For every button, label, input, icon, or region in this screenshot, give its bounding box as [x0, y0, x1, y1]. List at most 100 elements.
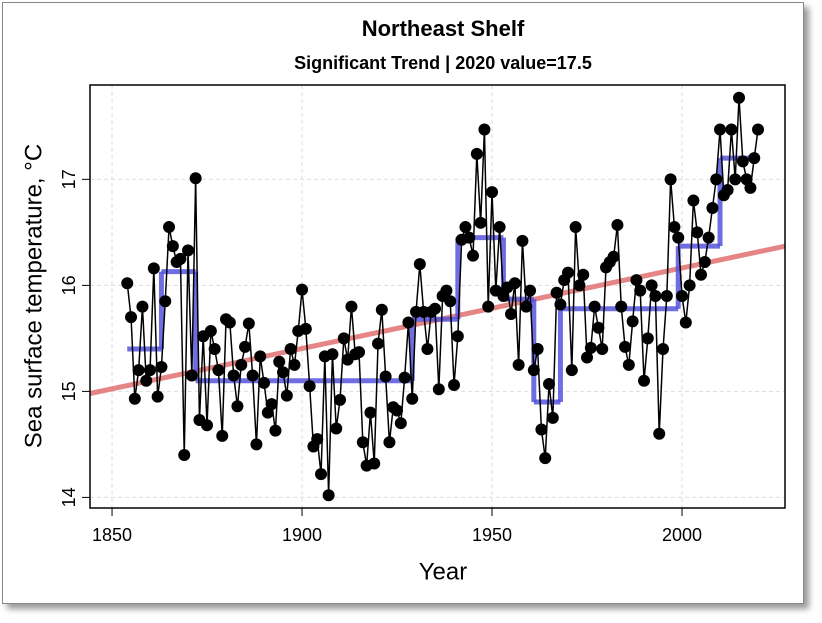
data-point [166, 240, 179, 253]
data-point [315, 468, 328, 481]
data-point [657, 342, 670, 355]
data-point [748, 152, 761, 165]
data-point [451, 330, 464, 343]
data-point [596, 342, 609, 355]
data-point [581, 351, 594, 364]
frame [2, 2, 804, 604]
data-point [520, 300, 533, 313]
data-point [493, 221, 506, 234]
data-point [413, 258, 426, 271]
data-point [429, 302, 442, 315]
data-point [505, 307, 518, 320]
data-point [440, 284, 453, 297]
data-point [288, 358, 301, 371]
data-point [588, 300, 601, 313]
x-tick-label: 1900 [282, 525, 322, 545]
data-point [691, 226, 704, 239]
data-point [280, 389, 293, 402]
data-point [527, 364, 540, 377]
data-point [432, 383, 445, 396]
data-point [444, 295, 457, 308]
data-point [231, 400, 244, 413]
data-point [619, 340, 632, 353]
data-point [273, 355, 286, 368]
data-point [634, 284, 647, 297]
chart-title: Northeast Shelf [362, 16, 525, 41]
data-point [664, 173, 677, 186]
data-point [136, 300, 149, 313]
data-point [402, 316, 415, 329]
data-point [189, 172, 202, 185]
plot-border [89, 84, 786, 509]
data-point [242, 317, 255, 330]
data-point [482, 300, 495, 313]
data-point [269, 424, 282, 437]
data-point [239, 340, 252, 353]
data-point [330, 422, 343, 435]
data-point [174, 252, 187, 265]
data-point [463, 231, 476, 244]
x-axis-label: Year [419, 558, 468, 585]
data-point [277, 366, 290, 379]
data-point [554, 298, 567, 311]
data-point [649, 289, 662, 302]
y-tick-label: 15 [59, 381, 79, 401]
data-point [702, 231, 715, 244]
data-point [660, 289, 673, 302]
data-point [250, 438, 263, 451]
data-point [155, 361, 168, 373]
data-point [337, 332, 350, 345]
data-point [524, 284, 537, 297]
data-point [695, 268, 708, 281]
data-point [543, 377, 556, 390]
data-point [208, 342, 221, 355]
data-point [178, 448, 191, 461]
data-point [486, 186, 499, 199]
y-tick-label: 17 [59, 169, 79, 189]
data-point [246, 369, 259, 382]
data-point [212, 364, 225, 377]
data-point [653, 427, 666, 440]
data-point [258, 376, 271, 389]
data-point [125, 311, 138, 324]
data-point [303, 380, 316, 393]
data-point [668, 221, 681, 234]
data-point [550, 286, 563, 299]
data-point [182, 244, 195, 257]
data-point [163, 221, 176, 234]
data-point [531, 342, 544, 355]
data-point [516, 234, 529, 247]
data-point [679, 316, 692, 329]
data-point [140, 374, 153, 387]
data-point [672, 231, 685, 244]
data-point [736, 155, 749, 168]
data-point [254, 350, 267, 363]
data-point [744, 181, 757, 194]
data-point [565, 364, 578, 377]
x-tick-label: 1950 [472, 525, 512, 545]
data-point [607, 250, 620, 263]
data-point [725, 123, 738, 136]
data-point [569, 221, 582, 234]
data-point [144, 364, 157, 377]
data-point [421, 342, 434, 355]
data-point [622, 358, 635, 371]
data-point [398, 371, 411, 384]
data-point [345, 300, 358, 313]
data-point [235, 358, 248, 371]
data-point [470, 147, 483, 160]
data-point [391, 404, 404, 417]
data-point [201, 419, 214, 432]
y-tick-label: 16 [59, 275, 79, 295]
data-point [584, 341, 597, 354]
data-point [284, 342, 297, 355]
data-point [121, 277, 134, 290]
data-point [611, 218, 624, 231]
data-point [216, 429, 229, 442]
data-point [368, 457, 381, 470]
data-point [132, 364, 145, 377]
y-tick-label: 14 [59, 487, 79, 507]
data-point [752, 123, 765, 136]
data-point [372, 337, 385, 350]
